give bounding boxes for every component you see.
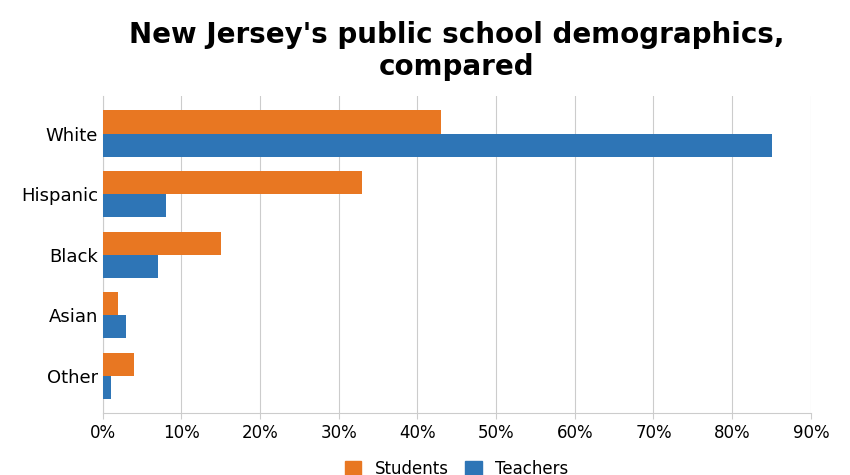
Bar	[103, 255, 158, 278]
Title: New Jersey's public school demographics,
compared: New Jersey's public school demographics,…	[129, 21, 785, 81]
Legend: Students, Teachers: Students, Teachers	[345, 460, 569, 475]
Bar	[103, 315, 127, 338]
Bar	[103, 353, 134, 376]
Bar	[103, 194, 166, 217]
Bar	[103, 133, 772, 157]
Bar	[103, 292, 118, 315]
Bar	[103, 232, 221, 255]
Bar	[103, 171, 362, 194]
Bar	[103, 111, 441, 133]
Bar	[103, 376, 110, 399]
